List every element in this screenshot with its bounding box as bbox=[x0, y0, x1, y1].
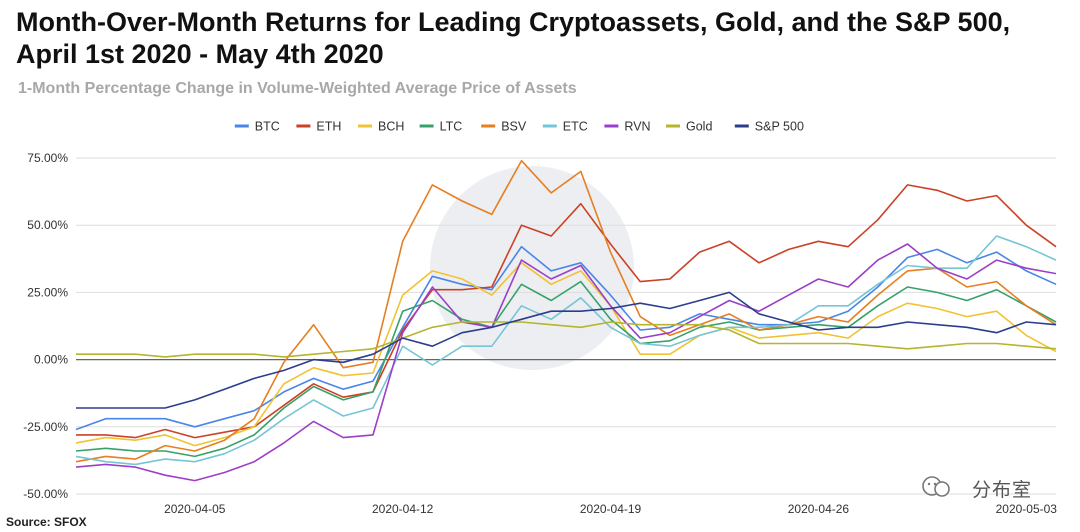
series-line-rvn bbox=[75, 243, 1057, 482]
svg-text:Gold: Gold bbox=[686, 120, 712, 134]
y-tick-label: -25.00% bbox=[23, 420, 68, 434]
legend-item-etc: ETC bbox=[542, 120, 588, 134]
series-line-s-p-500 bbox=[76, 291, 1057, 409]
chart-title: Month-Over-Month Returns for Leading Cry… bbox=[16, 7, 1011, 69]
svg-text:LTC: LTC bbox=[440, 120, 463, 134]
watermark-logo bbox=[922, 476, 950, 497]
svg-text:BSV: BSV bbox=[501, 120, 527, 134]
legend-item-bsv: BSV bbox=[481, 120, 527, 134]
y-tick-label: 25.00% bbox=[27, 285, 68, 299]
series-line-btc bbox=[75, 245, 1057, 431]
y-tick-label: -50.00% bbox=[23, 487, 68, 501]
x-tick-label: 2020-04-05 bbox=[164, 502, 226, 516]
legend-item-ltc: LTC bbox=[419, 120, 463, 134]
background-emblem bbox=[430, 166, 634, 370]
x-tick-label: 2020-04-26 bbox=[788, 502, 850, 516]
source-note: Source: SFOX bbox=[6, 515, 87, 529]
svg-text:ETC: ETC bbox=[563, 120, 588, 134]
chart-subtitle: 1-Month Percentage Change in Volume-Weig… bbox=[18, 80, 577, 97]
watermark-text: 分布室 bbox=[972, 479, 1033, 501]
legend-item-bch: BCH bbox=[358, 120, 404, 134]
series-line-bsv bbox=[75, 159, 1057, 463]
svg-text:ETH: ETH bbox=[316, 120, 341, 134]
legend-item-rvn: RVN bbox=[604, 120, 651, 134]
y-tick-label: 0.00% bbox=[34, 353, 68, 367]
legend-item-btc: BTC bbox=[234, 120, 280, 134]
series-line-ltc bbox=[75, 280, 1057, 458]
legend-item-eth: ETH bbox=[296, 120, 341, 134]
series-line-bch bbox=[75, 261, 1057, 447]
legend-item-gold: Gold bbox=[666, 120, 712, 134]
legend-item-s-p-500: S&P 500 bbox=[734, 120, 804, 134]
series-line-gold bbox=[76, 321, 1057, 358]
x-tick-label: 2020-05-03 bbox=[996, 502, 1058, 516]
svg-text:BCH: BCH bbox=[378, 120, 404, 134]
y-tick-label: 50.00% bbox=[27, 218, 68, 232]
svg-text:RVN: RVN bbox=[624, 120, 650, 134]
x-tick-label: 2020-04-19 bbox=[580, 502, 642, 516]
series-line-etc bbox=[75, 235, 1057, 466]
y-tick-label: 75.00% bbox=[27, 151, 68, 165]
svg-text:BTC: BTC bbox=[255, 120, 280, 134]
x-tick-label: 2020-04-12 bbox=[372, 502, 434, 516]
svg-text:S&P 500: S&P 500 bbox=[755, 120, 804, 134]
